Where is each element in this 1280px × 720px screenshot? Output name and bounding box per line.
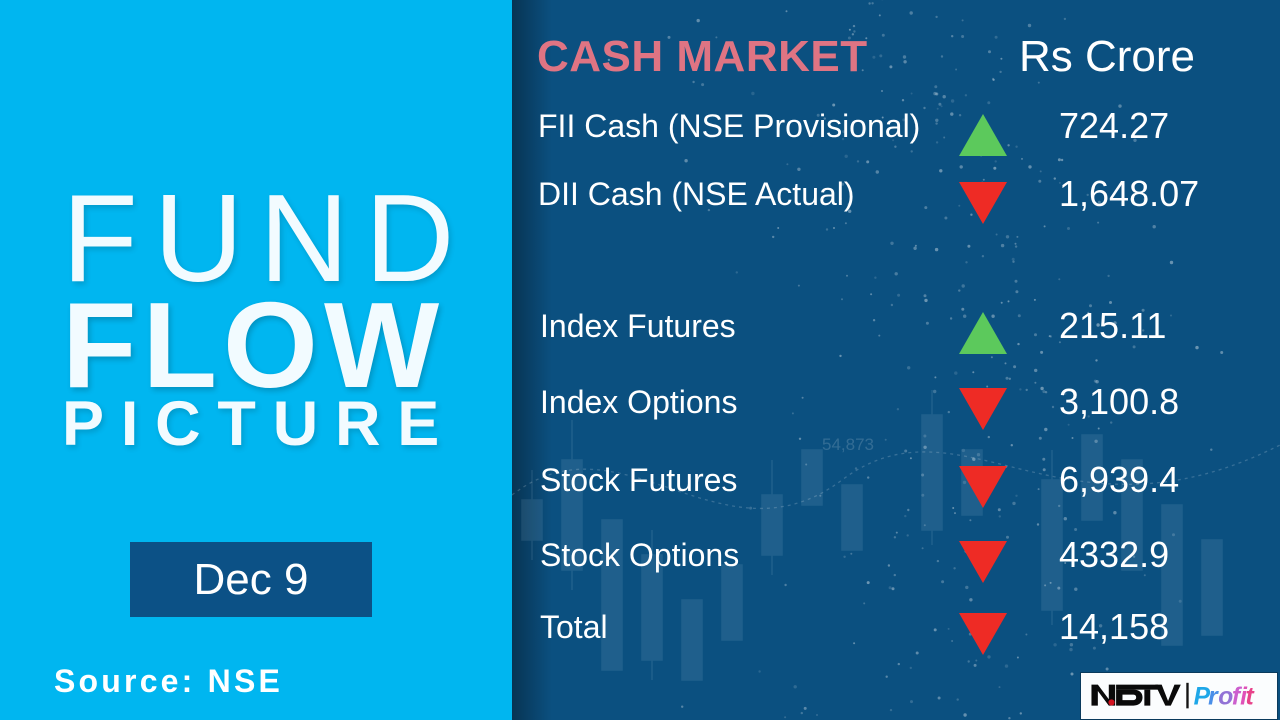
svg-text:t: t xyxy=(1246,683,1256,710)
